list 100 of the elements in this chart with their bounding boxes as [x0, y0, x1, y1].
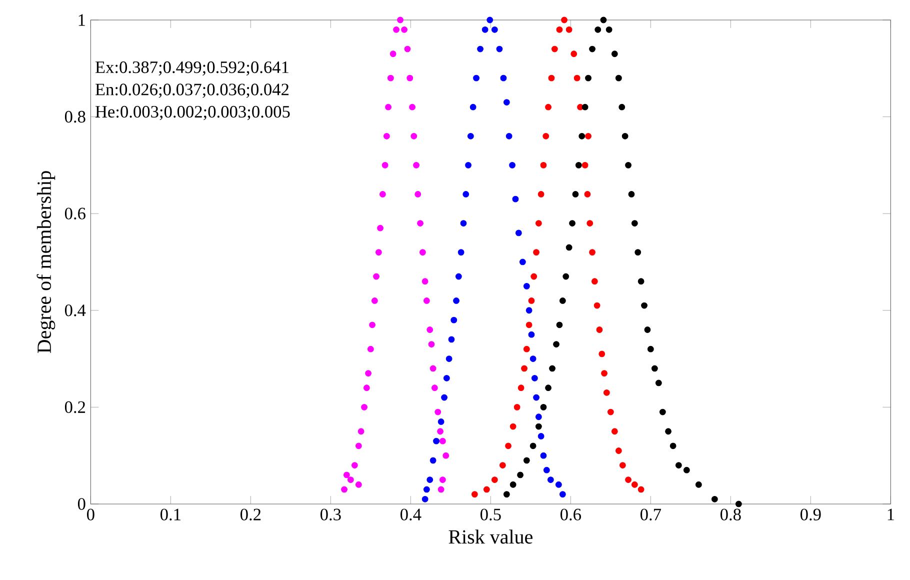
point — [542, 132, 550, 140]
point — [347, 476, 354, 483]
x-tick-label: 1 — [888, 508, 894, 520]
point — [500, 74, 507, 82]
point — [561, 16, 568, 24]
point — [526, 322, 532, 328]
point — [439, 476, 446, 483]
point — [343, 472, 350, 478]
point — [600, 16, 607, 24]
x-tick-label: 0 — [87, 508, 94, 520]
point — [377, 224, 384, 232]
point — [530, 442, 536, 450]
point — [556, 322, 563, 328]
y-tick-label: 0.4 — [64, 304, 86, 316]
point — [540, 404, 547, 410]
point — [499, 462, 506, 468]
point — [491, 26, 498, 33]
point — [665, 428, 672, 435]
y-tick-label: 0 — [78, 498, 86, 510]
point — [526, 307, 532, 314]
point — [615, 74, 622, 82]
point — [586, 220, 594, 226]
point — [589, 249, 596, 256]
point — [547, 476, 554, 483]
point — [651, 365, 658, 372]
point — [638, 278, 644, 285]
point — [585, 132, 592, 140]
point — [406, 74, 414, 82]
x-tick-label: 0.3 — [320, 508, 341, 520]
point — [625, 476, 632, 483]
point — [519, 258, 526, 266]
point — [647, 346, 654, 352]
point — [559, 298, 566, 304]
point — [483, 486, 490, 493]
point — [450, 316, 458, 324]
x-tick-label: 0.7 — [640, 508, 662, 520]
point — [523, 346, 530, 352]
point — [606, 26, 612, 33]
point — [596, 326, 603, 333]
point — [695, 481, 702, 488]
x-tick-label: 0.2 — [240, 508, 261, 520]
point — [578, 132, 586, 140]
point — [341, 486, 348, 493]
annotation: Ex:0.387;0.499;0.592;0.641 — [95, 61, 288, 76]
y-tick-label: 1 — [78, 14, 85, 26]
point — [385, 104, 392, 110]
point — [448, 336, 455, 343]
point — [611, 428, 618, 435]
point — [438, 418, 444, 425]
point — [369, 322, 376, 328]
point — [548, 74, 555, 82]
point — [566, 244, 572, 251]
point — [601, 370, 608, 377]
point — [431, 384, 438, 392]
point — [591, 278, 598, 285]
point — [514, 404, 520, 410]
point — [549, 365, 556, 372]
point — [556, 26, 563, 33]
point — [533, 394, 540, 401]
point — [559, 491, 566, 498]
point — [442, 452, 450, 459]
point — [582, 104, 588, 110]
point — [423, 298, 430, 304]
point — [611, 50, 618, 58]
point — [361, 404, 368, 410]
point — [351, 462, 358, 468]
point — [426, 476, 434, 483]
point — [422, 496, 428, 502]
point — [540, 452, 547, 459]
point — [387, 74, 394, 82]
point — [423, 486, 430, 493]
point — [365, 370, 372, 377]
point — [355, 481, 362, 488]
x-tick-label: 0.9 — [800, 508, 821, 520]
y-axis-title: Degree of membership — [36, 171, 56, 354]
point — [460, 220, 467, 226]
point — [622, 132, 628, 140]
point — [618, 104, 626, 110]
point — [404, 46, 411, 52]
point — [505, 442, 512, 450]
point — [543, 466, 550, 474]
point — [515, 230, 522, 236]
x-tick-label: 0.4 — [400, 508, 422, 520]
y-tick-label: 0.2 — [64, 401, 86, 414]
point — [670, 442, 676, 450]
point — [584, 191, 591, 198]
point — [575, 162, 582, 168]
point — [428, 341, 435, 348]
point — [393, 26, 400, 33]
point — [530, 273, 538, 280]
point — [594, 302, 600, 309]
point — [433, 438, 440, 444]
point — [533, 249, 540, 256]
point — [358, 428, 364, 435]
point — [594, 26, 602, 33]
point — [417, 220, 424, 226]
point — [569, 220, 576, 226]
point — [367, 346, 374, 352]
point — [631, 481, 638, 488]
point — [538, 191, 544, 198]
